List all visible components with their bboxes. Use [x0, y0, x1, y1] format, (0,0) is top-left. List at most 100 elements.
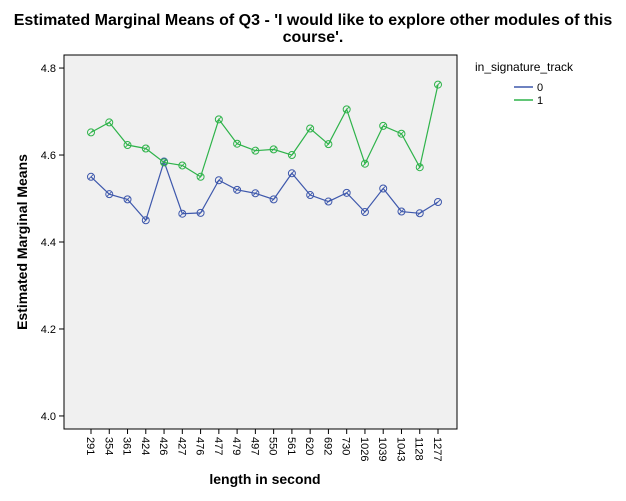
x-tick-label: 427 [175, 437, 187, 455]
data-point-mark-0 [289, 170, 295, 176]
x-axis: 291 354 361 424 426 427 476 477 479 497 550 561 620 6… [84, 429, 443, 461]
data-point-0 [269, 195, 278, 204]
data-point-mark-0 [198, 210, 204, 216]
data-point-1 [379, 121, 388, 130]
data-point-mark-0 [125, 196, 131, 202]
data-point-mark-0 [88, 174, 94, 180]
data-point-mark-1 [344, 106, 350, 112]
legend-label-0: 0 [537, 82, 543, 94]
data-point-0 [233, 185, 242, 194]
data-point-1 [105, 118, 114, 127]
data-point-0 [287, 169, 296, 178]
data-point-mark-0 [344, 190, 350, 196]
chart-title: Estimated Marginal Means of Q3 - 'I woul… [0, 12, 626, 46]
data-point-mark-1 [161, 159, 167, 165]
data-point-1 [233, 139, 242, 148]
data-point-1 [178, 161, 187, 170]
x-tick-label: 497 [248, 437, 260, 455]
data-point-mark-1 [271, 146, 277, 152]
data-point-mark-1 [435, 82, 441, 88]
legend-label-1: 1 [537, 95, 543, 107]
series-layer [87, 80, 442, 225]
x-tick-label: 1128 [413, 437, 425, 461]
data-point-1 [397, 129, 406, 138]
x-tick-label: 361 [121, 437, 133, 455]
data-point-0 [415, 209, 424, 218]
data-point-mark-0 [271, 196, 277, 202]
x-tick-label: 477 [212, 437, 224, 455]
data-point-mark-0 [398, 209, 404, 215]
x-tick-label: 476 [194, 437, 206, 455]
data-point-mark-1 [125, 142, 131, 148]
data-point-mark-1 [289, 152, 295, 158]
x-tick-label: 561 [285, 437, 297, 455]
data-point-mark-0 [252, 190, 258, 196]
data-point-0 [434, 197, 442, 206]
data-point-mark-1 [143, 145, 149, 152]
x-tick-label: 1039 [376, 437, 388, 461]
data-point-0 [141, 216, 150, 225]
data-point-mark-1 [88, 129, 94, 135]
data-point-mark-1 [362, 161, 368, 167]
x-tick-label: 620 [303, 437, 315, 455]
data-point-mark-1 [234, 141, 240, 147]
data-point-mark-0 [143, 217, 149, 223]
chart-title-line-1: Estimated Marginal Means of Q3 - 'I woul… [13, 12, 613, 29]
data-point-mark-1 [380, 123, 386, 129]
chart-title-line-2: course'. [282, 29, 344, 46]
data-point-1 [306, 124, 315, 133]
data-point-0 [87, 172, 95, 181]
data-point-mark-0 [161, 159, 167, 165]
data-point-mark-1 [417, 164, 423, 170]
data-point-mark-1 [398, 131, 404, 137]
data-point-mark-1 [106, 119, 112, 125]
data-point-1 [324, 140, 333, 149]
data-point-mark-0 [216, 177, 222, 183]
data-point-mark-0 [362, 209, 368, 215]
data-point-mark-0 [325, 199, 331, 205]
data-point-mark-0 [307, 192, 313, 198]
data-point-1 [269, 145, 278, 154]
data-point-0 [105, 190, 114, 199]
data-point-1 [214, 115, 223, 124]
plot-area [63, 54, 458, 430]
x-tick-label: 730 [340, 437, 352, 455]
data-point-1 [415, 163, 424, 172]
data-point-1 [123, 141, 132, 150]
data-point-0 [306, 191, 315, 200]
x-tick-label: 1043 [394, 437, 406, 461]
data-point-mark-0 [106, 191, 112, 197]
x-tick-label: 291 [84, 437, 96, 455]
data-point-1 [87, 128, 95, 137]
data-point-0 [251, 189, 260, 198]
x-tick-label: 424 [139, 437, 151, 455]
data-point-1 [342, 105, 351, 114]
x-axis-label: length in second [209, 471, 320, 487]
data-point-mark-1 [307, 125, 313, 132]
data-point-mark-0 [234, 187, 240, 193]
data-point-0 [342, 188, 351, 197]
data-point-0 [178, 209, 187, 218]
data-point-1 [160, 158, 169, 167]
x-tick-label: 550 [267, 437, 279, 455]
data-point-mark-1 [198, 174, 204, 180]
data-point-0 [324, 197, 333, 206]
data-point-0 [360, 207, 369, 216]
y-tick-label: 4.0 [41, 411, 56, 423]
x-tick-label: 426 [157, 437, 169, 455]
data-point-1 [251, 146, 260, 155]
data-point-mark-0 [179, 211, 185, 217]
data-point-mark-1 [325, 141, 331, 147]
data-point-mark-1 [216, 116, 222, 122]
x-tick-label: 1277 [431, 437, 443, 461]
data-point-1 [287, 151, 296, 160]
data-point-mark-0 [435, 199, 441, 205]
data-point-1 [360, 159, 369, 168]
series-line-0 [90, 159, 439, 222]
y-tick-label: 4.8 [41, 63, 56, 75]
data-point-mark-1 [179, 162, 185, 168]
y-tick-label: 4.4 [41, 237, 56, 249]
data-point-1 [434, 80, 442, 89]
data-point-0 [379, 184, 388, 193]
